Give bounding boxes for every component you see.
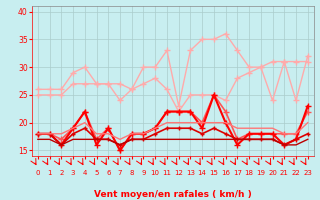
X-axis label: Vent moyen/en rafales ( km/h ): Vent moyen/en rafales ( km/h ) (94, 190, 252, 199)
